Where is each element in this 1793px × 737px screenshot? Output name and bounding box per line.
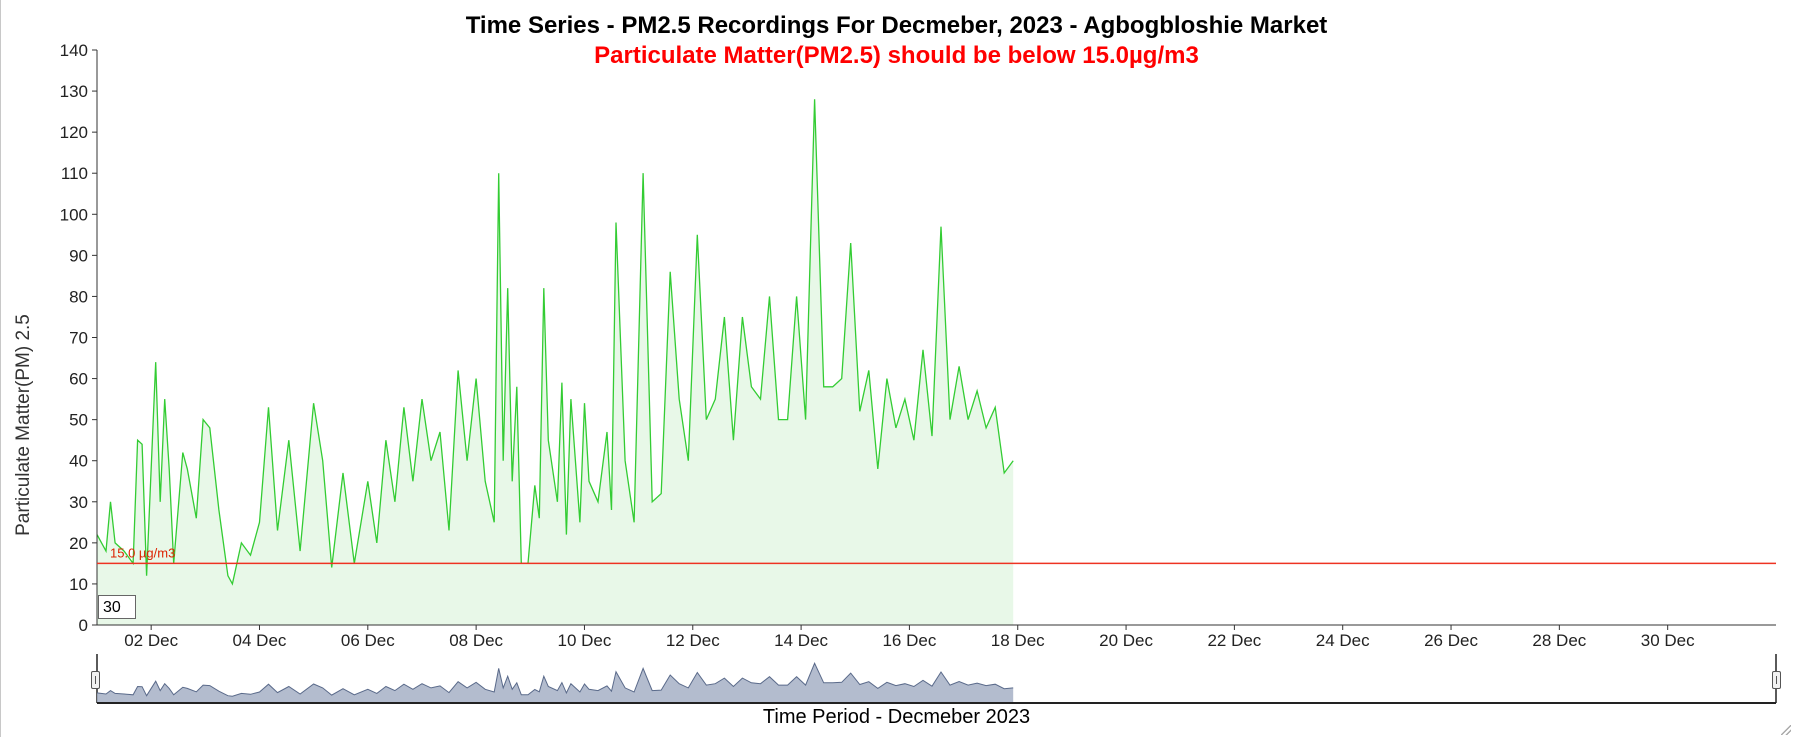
page-left-border bbox=[0, 0, 1, 737]
x-tick-label: 06 Dec bbox=[341, 631, 395, 650]
y-tick-label: 50 bbox=[69, 411, 88, 430]
navigator[interactable] bbox=[96, 654, 1777, 704]
y-tick-label: 10 bbox=[69, 575, 88, 594]
y-tick-label: 110 bbox=[61, 164, 88, 183]
x-tick-label: 24 Dec bbox=[1316, 631, 1370, 650]
x-tick-label: 20 Dec bbox=[1099, 631, 1153, 650]
navigator-left-handle[interactable] bbox=[91, 671, 100, 689]
x-tick-label: 10 Dec bbox=[558, 631, 612, 650]
x-tick-label: 16 Dec bbox=[882, 631, 936, 650]
ticks-layer: 0 10 20 30 40 50 60 70 80 90 100 110 120 130 140 02 Dec… bbox=[60, 41, 1695, 650]
x-tick-label: 30 Dec bbox=[1641, 631, 1695, 650]
y-tick-label: 70 bbox=[69, 329, 88, 348]
area-layer bbox=[96, 99, 1014, 626]
y-tick-label: 0 bbox=[79, 616, 88, 635]
series-line bbox=[96, 99, 1014, 586]
y-tick-label: 80 bbox=[69, 287, 88, 306]
x-tick-label: 04 Dec bbox=[233, 631, 287, 650]
y-tick-label: 120 bbox=[60, 123, 88, 142]
x-tick-label: 18 Dec bbox=[991, 631, 1045, 650]
navigator-right-handle[interactable] bbox=[1772, 671, 1781, 689]
y-tick-label: 30 bbox=[69, 493, 88, 512]
x-tick-label: 28 Dec bbox=[1532, 631, 1586, 650]
y-tick-label: 20 bbox=[69, 534, 88, 553]
chart-subtitle: Particulate Matter(PM2.5) should be belo… bbox=[594, 42, 1199, 69]
x-tick-label: 08 Dec bbox=[449, 631, 503, 650]
x-tick-label: 12 Dec bbox=[666, 631, 720, 650]
period-input[interactable]: 30 bbox=[98, 595, 136, 619]
x-tick-label: 22 Dec bbox=[1207, 631, 1261, 650]
y-tick-label: 60 bbox=[69, 370, 88, 389]
y-tick-label: 130 bbox=[60, 82, 88, 101]
y-tick-label: 100 bbox=[60, 205, 88, 224]
resize-grip-icon[interactable] bbox=[1781, 725, 1791, 735]
threshold-label: 15.0 µg/m3 bbox=[110, 545, 175, 560]
navigator-area bbox=[97, 663, 1014, 702]
navigator-line bbox=[96, 662, 1014, 697]
y-tick-label: 40 bbox=[69, 452, 88, 471]
chart-title: Time Series - PM2.5 Recordings For Decme… bbox=[465, 12, 1328, 39]
x-tick-label: 14 Dec bbox=[774, 631, 828, 650]
x-axis-label: Time Period - Decmeber 2023 bbox=[762, 706, 1031, 728]
y-tick-label: 90 bbox=[69, 246, 88, 265]
x-tick-label: 02 Dec bbox=[124, 631, 178, 650]
threshold-layer: 15.0 µg/m3 bbox=[97, 545, 1776, 565]
series-area bbox=[97, 99, 1014, 626]
y-tick-label: 140 bbox=[60, 41, 88, 60]
x-tick-label: 26 Dec bbox=[1424, 631, 1478, 650]
